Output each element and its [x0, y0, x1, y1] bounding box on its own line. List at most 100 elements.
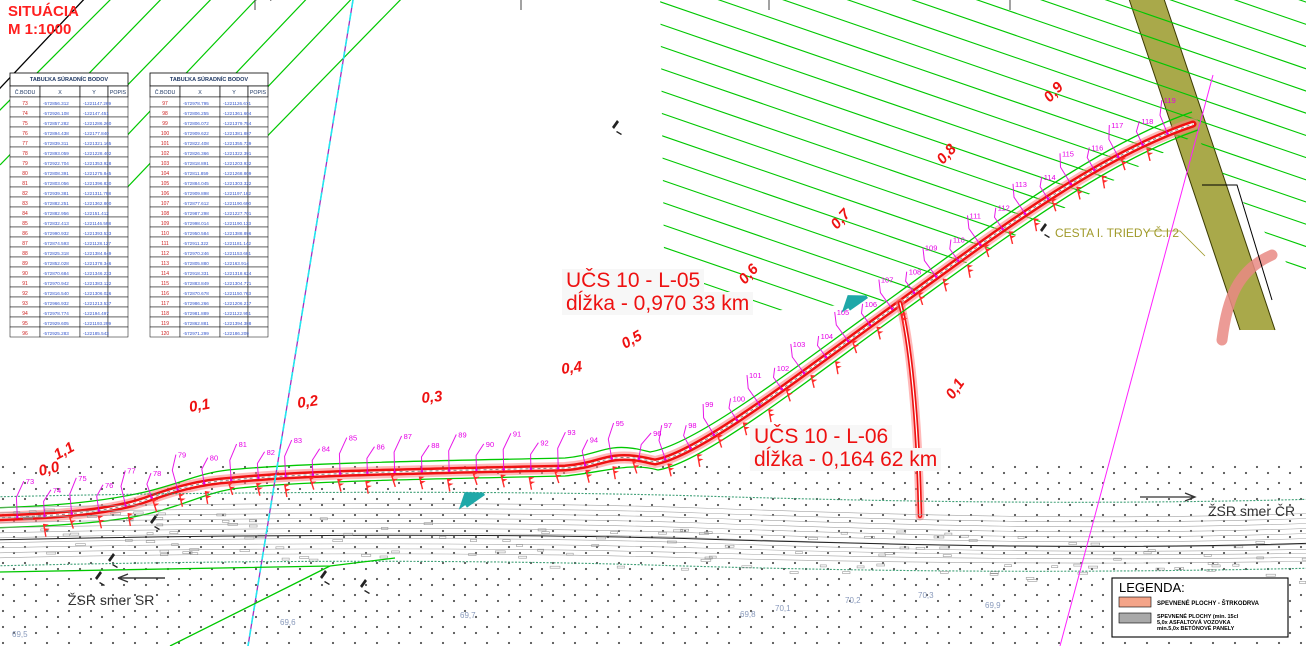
svg-text:-1221286.260: -1221286.260: [83, 121, 112, 126]
svg-text:-122177.840: -122177.840: [83, 131, 109, 136]
svg-text:Č.BODU: Č.BODU: [15, 89, 36, 96]
svg-text:-572862.881: -572862.881: [183, 321, 209, 326]
svg-text:-1221150.763: -1221150.763: [223, 291, 251, 296]
svg-text:-572971.299: -572971.299: [183, 331, 209, 336]
svg-text:POPIS: POPIS: [110, 90, 127, 96]
svg-text:-1221128.127: -1221128.127: [83, 241, 111, 246]
svg-text:-572857.282: -572857.282: [43, 121, 69, 126]
svg-text:80: 80: [22, 171, 28, 177]
svg-text:106: 106: [865, 300, 878, 309]
svg-text:-1221153.681: -1221153.681: [223, 251, 251, 256]
svg-text:92: 92: [540, 439, 548, 448]
svg-text:91: 91: [22, 281, 28, 287]
svg-text:79: 79: [178, 451, 186, 460]
svg-text:-572925.283: -572925.283: [43, 331, 69, 336]
svg-text:-1221318.624: -1221318.624: [223, 271, 252, 276]
svg-text:114: 114: [1044, 173, 1056, 182]
svg-text:69,5: 69,5: [12, 630, 28, 639]
svg-text:113: 113: [161, 261, 169, 267]
svg-text:116: 116: [161, 291, 169, 297]
svg-text:70,3: 70,3: [918, 591, 934, 600]
svg-text:104: 104: [161, 171, 170, 177]
svg-text:108: 108: [161, 211, 170, 217]
svg-text:99: 99: [705, 400, 713, 409]
svg-text:-1221383.122: -1221383.122: [83, 281, 112, 286]
svg-text:0,1: 0,1: [188, 396, 211, 416]
svg-text:Č.BODU: Č.BODU: [155, 89, 176, 96]
svg-text:119: 119: [1164, 96, 1176, 105]
svg-text:-572884.045: -572884.045: [183, 181, 209, 186]
svg-text:112: 112: [161, 251, 169, 257]
svg-text:dĺžka - 0,970 33 km: dĺžka - 0,970 33 km: [566, 291, 749, 315]
svg-text:-1221122.951: -1221122.951: [223, 311, 251, 316]
svg-text:X: X: [198, 90, 202, 96]
svg-text:-572874.593: -572874.593: [43, 241, 69, 246]
svg-text:0,2: 0,2: [296, 392, 320, 412]
svg-text:-1221181.142: -1221181.142: [223, 241, 251, 246]
svg-text:0,4: 0,4: [560, 358, 584, 378]
svg-text:94: 94: [22, 311, 28, 317]
svg-text:ŽSR smer SR: ŽSR smer SR: [68, 592, 154, 608]
svg-text:UČS 10 - L-06: UČS 10 - L-06: [754, 425, 888, 448]
svg-text:84: 84: [322, 445, 330, 454]
svg-text:-572856.312: -572856.312: [43, 101, 69, 106]
svg-text:95: 95: [22, 321, 28, 327]
svg-text:-1221275.845: -1221275.845: [83, 171, 112, 176]
svg-text:0,3: 0,3: [421, 388, 444, 407]
svg-text:-1221353.928: -1221353.928: [83, 161, 112, 166]
svg-text:-1221311.798: -1221311.798: [83, 191, 111, 196]
svg-text:98: 98: [688, 421, 696, 430]
svg-text:dĺžka - 0,164 62 km: dĺžka - 0,164 62 km: [754, 447, 937, 471]
svg-text:89: 89: [458, 431, 466, 440]
svg-text:110: 110: [161, 231, 169, 237]
svg-text:102: 102: [161, 151, 170, 157]
svg-text:82: 82: [267, 448, 275, 457]
svg-text:-1221321.165: -1221321.165: [83, 141, 112, 146]
svg-text:81: 81: [239, 440, 247, 449]
svg-text:89: 89: [22, 261, 28, 267]
svg-text:-1221206.217: -1221206.217: [223, 301, 252, 306]
svg-text:-1221126.671: -1221126.671: [223, 101, 251, 106]
svg-text:-1221303.322: -1221303.322: [223, 181, 252, 186]
svg-text:77: 77: [22, 141, 28, 147]
svg-text:-1221378.346: -1221378.346: [83, 261, 112, 266]
svg-text:85: 85: [22, 221, 28, 227]
svg-text:117: 117: [1111, 121, 1123, 130]
svg-text:84: 84: [22, 211, 28, 217]
svg-text:74: 74: [22, 111, 28, 117]
svg-text:75: 75: [22, 121, 28, 127]
svg-text:-1221346.233: -1221346.233: [83, 271, 112, 276]
svg-text:-572877.612: -572877.612: [183, 201, 209, 206]
svg-text:-572926.108: -572926.108: [43, 111, 69, 116]
svg-text:M 1:1000: M 1:1000: [8, 21, 71, 38]
svg-text:-572870.678: -572870.678: [183, 291, 209, 296]
svg-text:92: 92: [22, 291, 28, 297]
svg-text:-572803.056: -572803.056: [43, 181, 69, 186]
svg-text:103: 103: [161, 161, 170, 167]
svg-text:76: 76: [22, 131, 28, 137]
svg-text:118: 118: [1141, 117, 1153, 126]
svg-text:82: 82: [22, 191, 28, 197]
svg-text:86: 86: [22, 231, 28, 237]
svg-text:111: 111: [161, 241, 169, 247]
svg-text:UČS 10 - L-05: UČS 10 - L-05: [566, 269, 700, 292]
svg-text:69,9: 69,9: [985, 601, 1001, 610]
svg-text:75: 75: [78, 474, 86, 483]
svg-text:-1221197.182: -1221197.182: [223, 191, 251, 196]
svg-text:69,6: 69,6: [280, 618, 296, 627]
svg-text:-1221268.809: -1221268.809: [223, 171, 252, 176]
svg-text:96: 96: [22, 331, 28, 337]
svg-text:-572883.849: -572883.849: [183, 281, 209, 286]
svg-text:98: 98: [162, 111, 168, 117]
svg-text:105: 105: [161, 181, 170, 187]
svg-text:109: 109: [161, 221, 170, 227]
svg-text:73: 73: [26, 477, 34, 486]
svg-text:-1221384.849: -1221384.849: [83, 251, 112, 256]
svg-text:-122186.209: -122186.209: [223, 331, 249, 336]
svg-text:-572882.956: -572882.956: [43, 211, 69, 216]
svg-text:70,1: 70,1: [775, 604, 791, 613]
svg-text:-572839.311: -572839.311: [43, 141, 69, 146]
svg-text:-572978.795: -572978.795: [183, 101, 209, 106]
svg-text:-572818.891: -572818.891: [183, 161, 209, 166]
svg-text:-572893.059: -572893.059: [43, 151, 69, 156]
